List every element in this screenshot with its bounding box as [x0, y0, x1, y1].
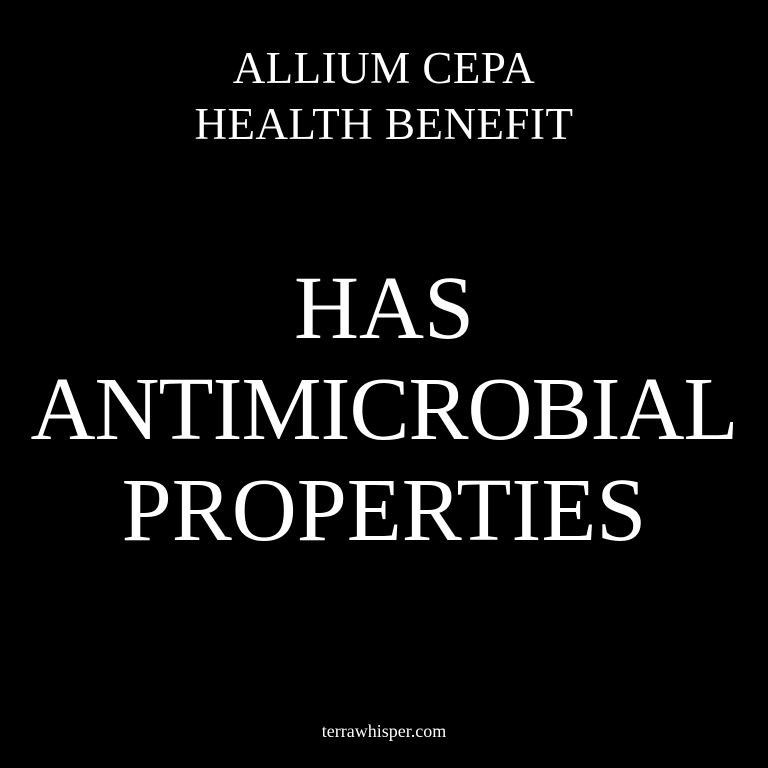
subtitle-line-plant: ALLIUM CEPA — [232, 43, 536, 93]
headline-line-1: HAS — [293, 259, 475, 358]
subtitle: ALLIUM CEPA HEALTH BENEFIT — [0, 40, 768, 152]
headline: HAS ANTIMICROBIAL PROPERTIES — [0, 258, 768, 561]
subtitle-line-category: HEALTH BENEFIT — [194, 99, 574, 149]
footer-site-credit: terrawhisper.com — [321, 721, 447, 741]
headline-line-3: PROPERTIES — [121, 461, 647, 560]
headline-line-2: ANTIMICROBIAL — [30, 360, 739, 459]
